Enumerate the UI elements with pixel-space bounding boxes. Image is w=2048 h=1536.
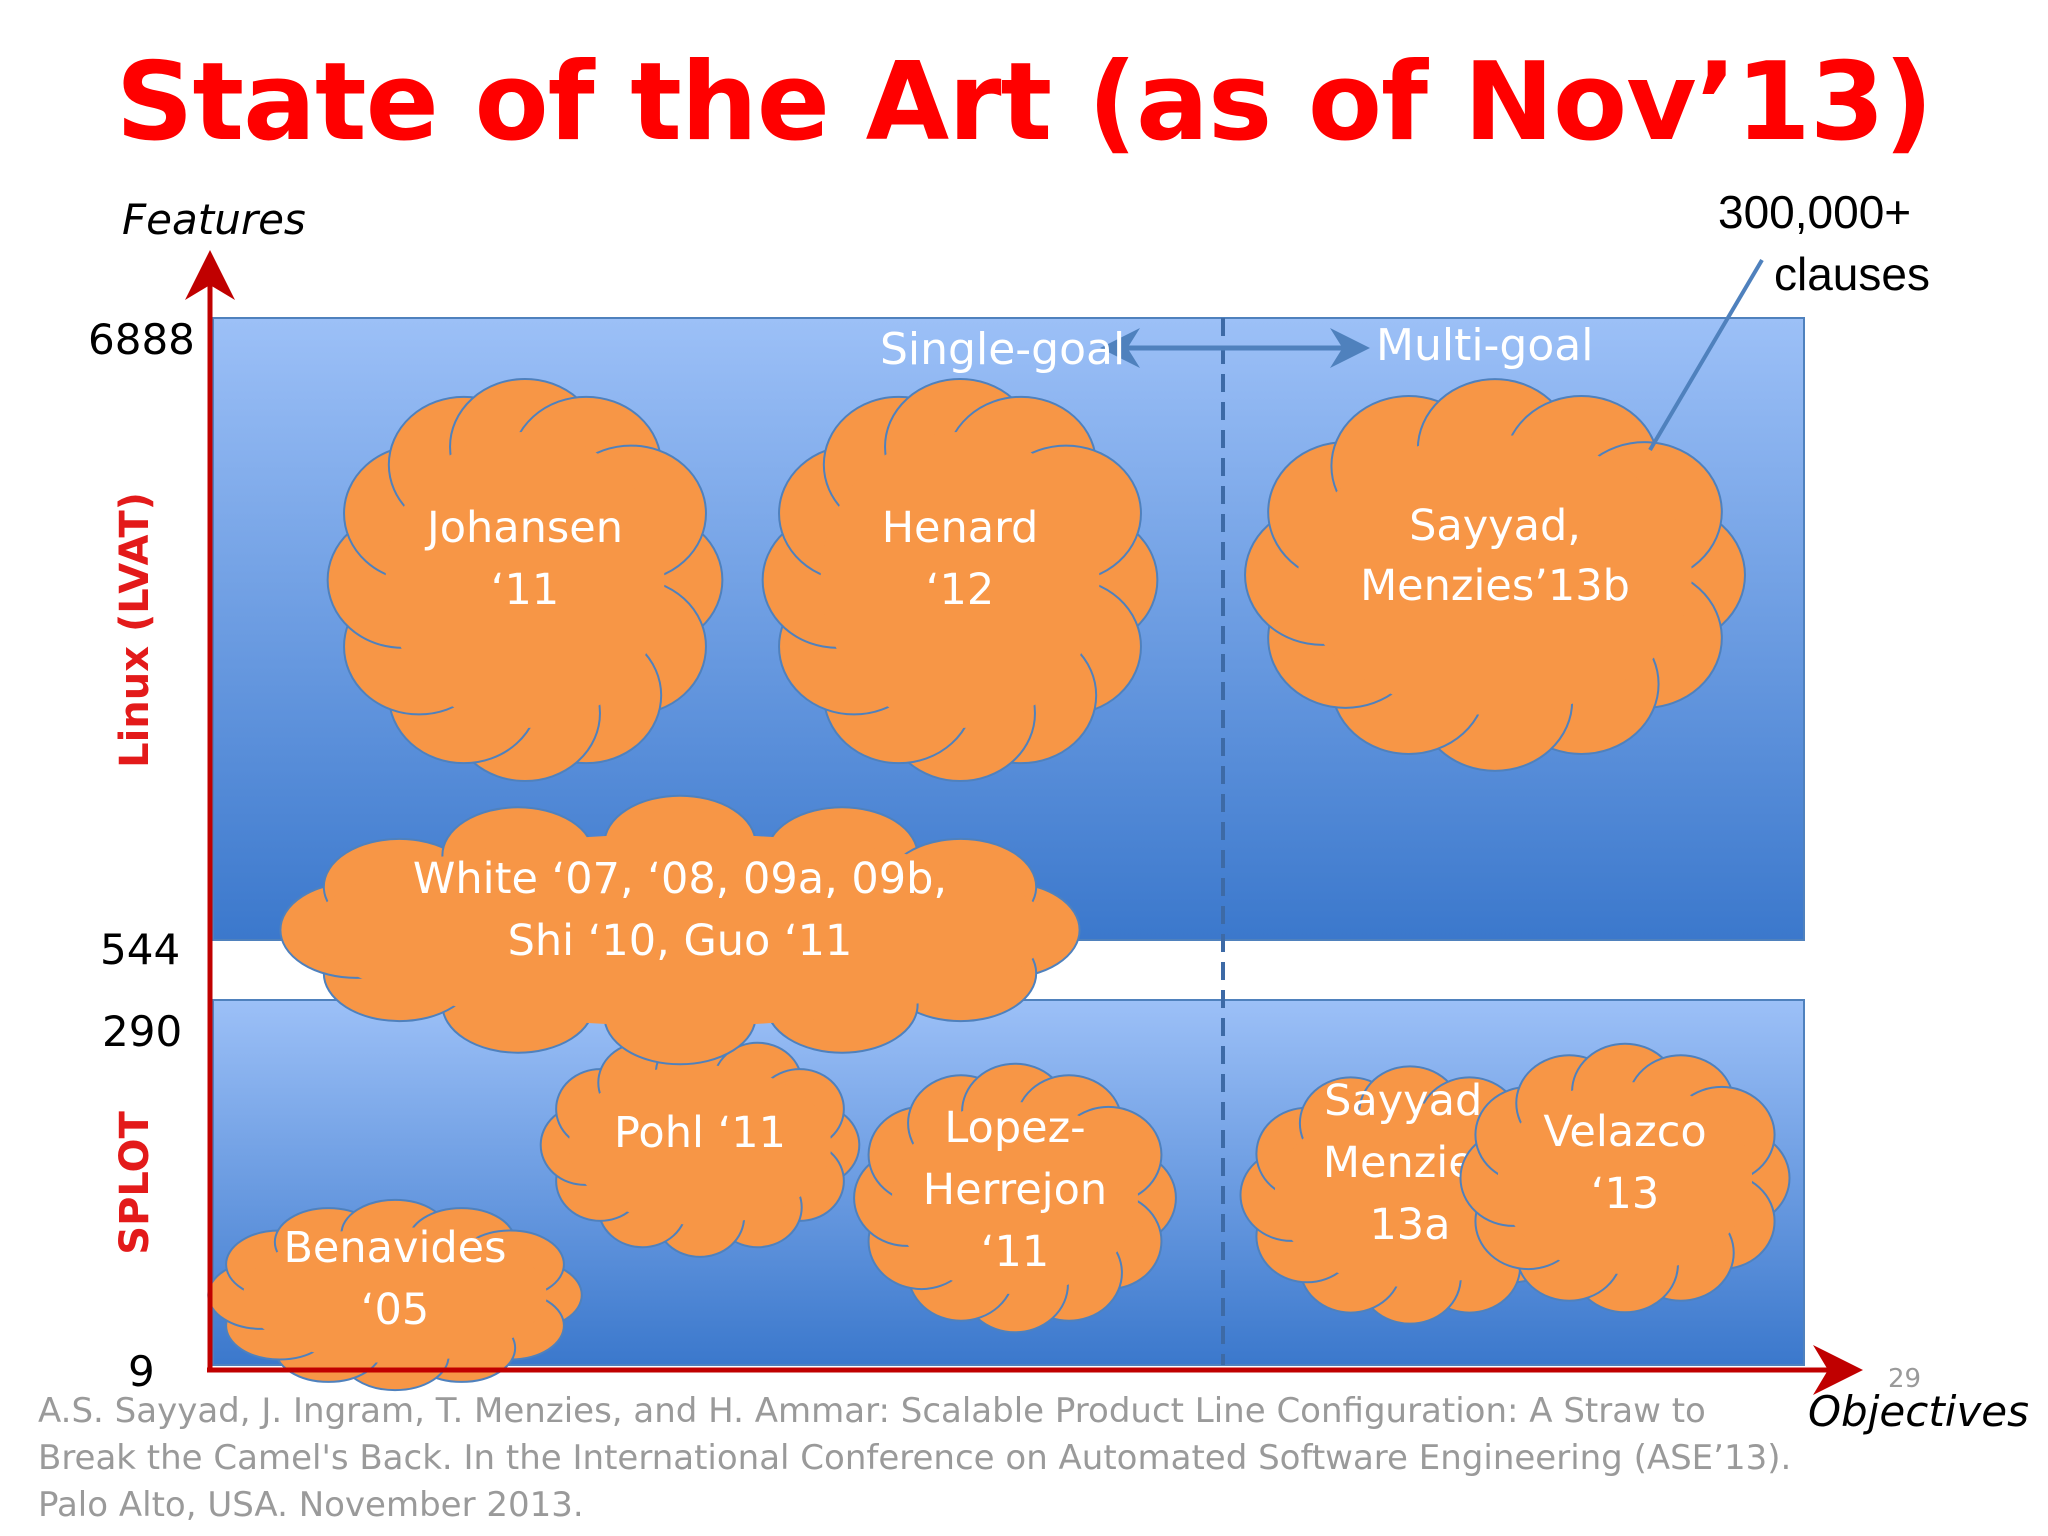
cloud-label-sayyad-b: Menzies’13b [1360, 561, 1630, 611]
cloud-label-sayyad-a: Sayyad, [1324, 1076, 1496, 1126]
cloud-label-white: White ‘07, ‘08, 09a, 09b, [413, 854, 947, 904]
cloud-body [892, 1102, 1138, 1294]
x-axis-label: Objectives [1808, 1387, 2029, 1436]
cloud-body [243, 1227, 547, 1363]
cloud-label-velazco: ‘13 [1591, 1169, 1659, 1219]
single-goal-label: Single-goal [880, 324, 1125, 375]
cloud-johansen: Johansen ‘11 [326, 377, 724, 783]
cloud-label-white: Shi ‘10, Guo ‘11 [508, 916, 853, 966]
cloud-label-pohl: Pohl ‘11 [614, 1108, 786, 1158]
cloud-body [568, 1065, 832, 1225]
cloud-label-benavides: ‘05 [361, 1285, 429, 1335]
cloud-body [385, 432, 665, 728]
cloud-label-sayyad-b: Sayyad, [1409, 501, 1581, 551]
cloud-label-sayyad-a: 13a [1369, 1200, 1450, 1250]
cloud-body [1298, 435, 1692, 715]
cloud-label-johansen: ‘11 [491, 565, 559, 615]
cloud-label-henard: Henard [882, 503, 1039, 553]
cloud-henard: Henard ‘12 [761, 377, 1159, 783]
cloud-white: White ‘07, ‘08, 09a, 09b, Shi ‘10, Guo ‘1… [279, 794, 1081, 1066]
cloud-label-henard: ‘12 [926, 565, 994, 615]
multi-goal-label: Multi-goal [1376, 320, 1593, 371]
cloud-label-johansen: Johansen [424, 503, 623, 553]
y-tick-9: 9 [128, 1347, 155, 1396]
cloud-label-benavides: Benavides [283, 1223, 506, 1273]
cloud-label-lopez: Herrejon [923, 1165, 1107, 1215]
cloud-lopez: Lopez- Herrejon ‘11 [853, 1062, 1177, 1334]
cloud-label-lopez: ‘11 [981, 1227, 1049, 1277]
footer-reference: A.S. Sayyad, J. Ingram, T. Menzies, and … [38, 1391, 1792, 1525]
cloud-velazco: Velazco ‘13 [1459, 1042, 1791, 1314]
cloud-body [820, 432, 1100, 728]
region-label-splot: SPLOT [112, 1111, 158, 1255]
slide-title: State of the Art (as of Nov’13) [115, 40, 1934, 165]
y-tick-6888: 6888 [88, 315, 195, 364]
page-number: 29 [1888, 1364, 1922, 1394]
callout-line1: 300,000+ [1718, 186, 1911, 238]
cloud-label-velazco: Velazco [1543, 1107, 1706, 1157]
callout-line2: clauses [1774, 248, 1930, 300]
cloud-body [1497, 1082, 1753, 1274]
y-axis-label: Features [122, 195, 306, 244]
region-label-linux: Linux (LVAT) [112, 492, 158, 768]
cloud-label-lopez: Lopez- [944, 1103, 1085, 1153]
cloud-benavides: Benavides ‘05 [207, 1198, 583, 1392]
cloud-body [311, 834, 1049, 1026]
y-tick-290: 290 [102, 1007, 182, 1056]
cloud-sayyad-b: Sayyad, Menzies’13b [1244, 378, 1746, 772]
callout-pointer-line [1648, 258, 1764, 452]
y-tick-544: 544 [100, 925, 180, 974]
